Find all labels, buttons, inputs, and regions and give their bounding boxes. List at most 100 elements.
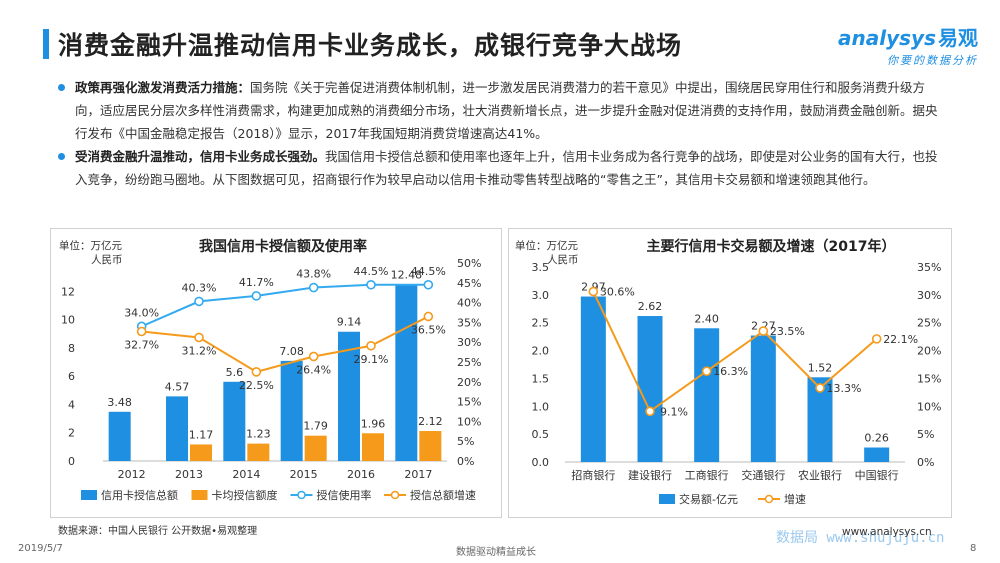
legend-label: 授信总额增速 bbox=[410, 488, 476, 502]
series-point bbox=[251, 367, 262, 377]
series-point bbox=[701, 366, 712, 376]
x-tick-label: 2015 bbox=[290, 468, 318, 481]
y2-tick-label: 45% bbox=[457, 277, 481, 290]
unit-label: 单位：万亿元 bbox=[59, 239, 122, 252]
bar-data-label: 3.48 bbox=[107, 396, 131, 409]
series-point bbox=[423, 311, 434, 322]
bar bbox=[280, 360, 303, 461]
y-tick-label: 2 bbox=[68, 427, 75, 440]
series-point bbox=[871, 334, 882, 344]
series-point bbox=[423, 279, 434, 290]
page-number: 8 bbox=[970, 543, 977, 554]
y-tick-label: 2.0 bbox=[532, 345, 550, 358]
point-data-label: 44.5% bbox=[411, 265, 446, 278]
series-point bbox=[366, 340, 376, 351]
legend-label: 卡均授信额度 bbox=[212, 488, 278, 502]
bar-data-label: 1.96 bbox=[361, 417, 386, 430]
y2-tick-label: 20% bbox=[457, 376, 481, 389]
point-data-label: 23.5% bbox=[770, 325, 805, 338]
x-tick-label: 2012 bbox=[118, 468, 146, 481]
bar bbox=[750, 335, 776, 462]
legend-label: 信用卡授信总额 bbox=[101, 488, 178, 502]
x-tick-label: 招商银行 bbox=[571, 468, 615, 482]
chart-panel-left: 我国信用卡授信额及使用率 单位：万亿元 人民币 0 2 4 6 8 10 12 0% 5% 10% 15%… bbox=[50, 228, 502, 518]
point-data-label: 26.4% bbox=[296, 363, 331, 376]
bullet-item-policy: 政策再强化激发消费活力措施：国务院《关于完善促进消费体制机制，进一步激发居民消费… bbox=[58, 76, 948, 145]
series-point bbox=[136, 326, 147, 337]
series-line bbox=[141, 315, 429, 373]
point-data-label: 41.7% bbox=[239, 276, 274, 289]
footer-slogan: 数据驱动精益成长 bbox=[456, 547, 536, 558]
x-tick-label: 2016 bbox=[347, 468, 375, 481]
bar bbox=[247, 443, 270, 461]
bar-data-label: 9.14 bbox=[337, 316, 362, 329]
unit-label: 单位：万亿元 bbox=[515, 239, 578, 252]
y-tick-label: 2.5 bbox=[532, 317, 550, 330]
y2-tick-label: 15% bbox=[457, 396, 481, 409]
x-tick-label: 2013 bbox=[175, 468, 203, 481]
series-point bbox=[194, 332, 204, 343]
point-data-label: 9.1% bbox=[660, 405, 688, 418]
point-data-label: 34.0% bbox=[124, 306, 159, 319]
bar bbox=[694, 328, 720, 462]
series-point bbox=[588, 286, 599, 297]
y-tick-label: 4 bbox=[68, 398, 75, 411]
y-tick-label: 3.0 bbox=[532, 289, 550, 302]
y2-tick-label: 5% bbox=[917, 428, 934, 441]
chart-panel-right: 主要行信用卡交易额及增速（2017年） 单位：万亿元 人民币 0.0 0.5 1.0 1.5… bbox=[508, 228, 952, 518]
chart-title: 我国信用卡授信额及使用率 bbox=[199, 238, 367, 255]
y2-tick-label: 25% bbox=[917, 317, 941, 330]
bar bbox=[395, 284, 418, 461]
y-tick-label: 0 bbox=[68, 455, 75, 468]
y-tick-label: 0.5 bbox=[532, 428, 550, 441]
y-tick-label: 1.0 bbox=[532, 400, 550, 413]
legend-marker bbox=[390, 490, 400, 500]
legend-swatch bbox=[81, 490, 97, 500]
legend-swatch bbox=[191, 490, 208, 500]
point-data-label: 31.2% bbox=[182, 344, 217, 357]
y-tick-label: 12 bbox=[61, 285, 75, 298]
bar-data-label: 2.27 bbox=[751, 320, 776, 333]
logo-cn-text: 易观 bbox=[938, 26, 978, 50]
y2-tick-label: 5% bbox=[457, 435, 474, 448]
y-tick-label: 10 bbox=[61, 314, 75, 327]
y2-tick-label: 25% bbox=[457, 356, 481, 369]
bar-data-label: 7.08 bbox=[279, 345, 304, 358]
x-tick-label: 工商银行 bbox=[685, 468, 729, 482]
bar bbox=[166, 396, 188, 461]
series-line bbox=[592, 291, 878, 413]
x-tick-label: 2014 bbox=[232, 468, 260, 481]
y-tick-label: 3.5 bbox=[532, 261, 550, 274]
title-accent-bar bbox=[43, 29, 49, 59]
series-line bbox=[141, 283, 429, 328]
point-data-label: 22.1% bbox=[883, 333, 918, 346]
series-point bbox=[308, 351, 319, 362]
series-point bbox=[366, 279, 376, 290]
point-data-label: 36.5% bbox=[411, 323, 446, 336]
y-tick-label: 6 bbox=[68, 370, 75, 383]
series-point bbox=[251, 291, 262, 301]
point-data-label: 43.8% bbox=[296, 268, 331, 281]
y-tick-label: 1.5 bbox=[532, 372, 550, 385]
legend-marker bbox=[297, 490, 306, 500]
unit-label: 人民币 bbox=[547, 254, 579, 266]
point-data-label: 30.6% bbox=[600, 286, 635, 299]
series-point bbox=[758, 326, 769, 336]
bar bbox=[108, 411, 131, 461]
unit-label: 人民币 bbox=[91, 254, 123, 266]
x-tick-label: 中国银行 bbox=[855, 468, 899, 482]
y2-tick-label: 15% bbox=[917, 372, 941, 385]
bar-data-label: 4.57 bbox=[165, 380, 190, 393]
bar bbox=[223, 381, 246, 461]
series-point bbox=[815, 383, 825, 393]
y2-tick-label: 40% bbox=[457, 297, 481, 310]
site-watermark: 数据局 www.shujuju.cn bbox=[776, 530, 945, 546]
y-tick-label: 0.0 bbox=[532, 456, 550, 469]
data-source: 数据来源：中国人民银行 公开数据•易观整理 bbox=[58, 526, 258, 537]
bar-data-label: 1.17 bbox=[189, 428, 214, 441]
bar-data-label: 2.40 bbox=[694, 312, 719, 325]
report-date: 2019/5/7 bbox=[18, 543, 63, 554]
bar bbox=[864, 447, 890, 462]
